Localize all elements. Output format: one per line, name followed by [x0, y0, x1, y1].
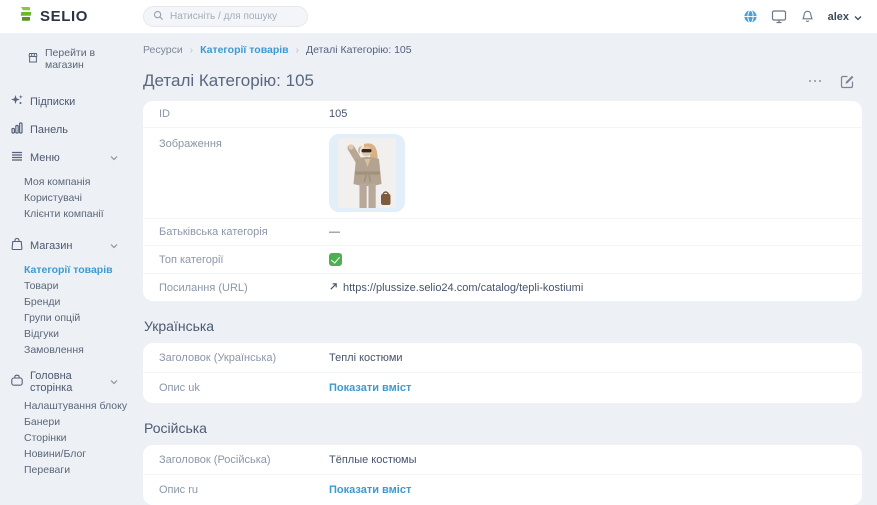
sidebar-subitem-my-company[interactable]: Моя компанія: [24, 176, 91, 188]
sidebar-subitem-products[interactable]: Товари: [24, 280, 59, 292]
sidebar-subitem-users[interactable]: Користувачі: [24, 192, 82, 204]
sidebar-subitem-advantages[interactable]: Переваги: [24, 464, 71, 476]
sidebar-subitem-product-categories[interactable]: Категорії товарів: [24, 264, 113, 276]
app-header: SELIO: [0, 0, 877, 34]
sidebar-item-subscriptions[interactable]: Підписки: [0, 88, 131, 115]
top-category-checkbox[interactable]: [329, 253, 342, 266]
logo-text: SELIO: [40, 8, 89, 25]
detail-row-id: ID 105: [143, 101, 862, 128]
sidebar-item-dashboard[interactable]: Панель: [0, 116, 131, 143]
sidebar-subitem-company-clients[interactable]: Клієнти компанії: [24, 208, 104, 220]
hamburger-icon: [9, 148, 25, 167]
main-content: Ресурси › Категорії товарів › Деталі Кат…: [143, 34, 862, 505]
sidebar-item-label: Панель: [30, 123, 69, 136]
sidebar-item-home-page[interactable]: Головна сторінка: [0, 368, 131, 395]
sidebar-item-label: Головна сторінка: [30, 369, 73, 394]
monitor-icon[interactable]: [771, 9, 787, 24]
ukrainian-section-card: Заголовок (Українська) Теплі костюми Опи…: [143, 343, 862, 403]
russian-section-card: Заголовок (Російська) Тёплые костюмы Опи…: [143, 445, 862, 505]
sidebar-subitem-option-groups[interactable]: Групи опцій: [24, 312, 81, 324]
storefront-icon: [27, 52, 39, 67]
user-menu[interactable]: alex: [828, 8, 862, 26]
detail-row-parent-category: Батьківська категорія —: [143, 219, 862, 246]
row-label: Заголовок (Російська): [159, 453, 271, 466]
sidebar-subitem-news-blog[interactable]: Новини/Блог: [24, 448, 87, 460]
breadcrumb-resources[interactable]: Ресурси: [143, 44, 183, 56]
search-icon: [153, 8, 164, 26]
row-label: ID: [159, 108, 170, 120]
more-options-icon[interactable]: [808, 76, 821, 87]
global-search[interactable]: [143, 6, 308, 27]
detail-row-url: Посилання (URL) https://plussize.selio24…: [143, 274, 862, 301]
detail-row-top-category: Топ категорії: [143, 246, 862, 274]
sidebar-subitem-brands[interactable]: Бренди: [24, 296, 61, 308]
sidebar-item-label: Магазин: [30, 239, 73, 252]
bell-icon[interactable]: [800, 9, 815, 24]
external-link-icon: [329, 282, 338, 294]
user-name: alex: [827, 10, 849, 23]
breadcrumb-separator: ›: [295, 44, 299, 56]
sidebar-subitem-pages[interactable]: Сторінки: [24, 432, 67, 444]
chevron-down-icon: [110, 152, 118, 164]
bar-chart-icon: [9, 120, 25, 139]
row-value: Теплі костюми: [329, 351, 403, 364]
sparkles-icon: [9, 92, 25, 111]
edit-icon[interactable]: [839, 73, 856, 90]
app-logo[interactable]: SELIO: [18, 6, 88, 27]
chevron-down-icon: [110, 376, 118, 388]
details-card: ID 105 Зображення: [143, 101, 862, 301]
sidebar-subitem-reviews[interactable]: Відгуки: [24, 328, 60, 340]
section-title-ukrainian: Українська: [144, 318, 215, 334]
breadcrumb-separator: ›: [189, 44, 194, 56]
section-title-russian: Російська: [144, 420, 207, 436]
chevron-down-icon: [854, 8, 862, 26]
row-label: Опис ru: [159, 484, 198, 496]
row-label: Батьківська категорія: [159, 226, 268, 238]
sidebar-item-label: Меню: [30, 151, 60, 164]
detail-row-description-uk: Опис uk Показати вміст: [143, 373, 862, 403]
breadcrumb: Ресурси › Категорії товарів › Деталі Кат…: [143, 44, 862, 56]
row-label: Посилання (URL): [159, 281, 248, 294]
chevron-down-icon: [110, 240, 118, 252]
sidebar-item-menu[interactable]: Меню: [0, 144, 131, 171]
show-content-link-uk[interactable]: Показати вміст: [329, 382, 412, 394]
shopping-bag-icon: [9, 236, 25, 255]
row-label: Опис uk: [159, 382, 200, 394]
sidebar-subitem-block-settings[interactable]: Налаштування блоку: [24, 400, 128, 412]
briefcase-icon: [9, 372, 25, 391]
show-content-link-ru[interactable]: Показати вміст: [329, 484, 412, 496]
row-label: Топ категорії: [159, 253, 224, 266]
selio-logo-icon: [18, 6, 34, 27]
row-value: 105: [329, 108, 348, 120]
globe-icon[interactable]: [743, 9, 758, 24]
sidebar-item-label: Перейти в магазин: [45, 47, 96, 71]
category-url-link[interactable]: https://plussize.selio24.com/catalog/tep…: [329, 282, 583, 294]
breadcrumb-product-categories[interactable]: Категорії товарів: [200, 44, 289, 56]
breadcrumb-current: Деталі Категорію: 105: [305, 44, 412, 56]
row-value: —: [329, 226, 340, 238]
sidebar-subitem-banners[interactable]: Банери: [24, 416, 61, 428]
search-input[interactable]: [170, 11, 298, 22]
detail-row-image: Зображення: [143, 128, 862, 219]
row-label: Заголовок (Українська): [159, 351, 277, 364]
url-text: https://plussize.selio24.com/catalog/tep…: [343, 281, 584, 294]
sidebar-subitem-orders[interactable]: Замовлення: [24, 344, 84, 356]
product-photo: [338, 138, 396, 208]
row-value: Тёплые костюмы: [329, 453, 417, 466]
sidebar: Перейти в магазин Підписки Панель: [0, 34, 131, 480]
sidebar-item-go-to-store[interactable]: Перейти в магазин: [0, 47, 131, 71]
sidebar-item-label: Підписки: [30, 95, 76, 108]
category-image-thumbnail[interactable]: [329, 134, 405, 212]
row-label: Зображення: [159, 138, 222, 150]
page-title: Деталі Категорію: 105: [143, 71, 314, 90]
sidebar-item-shop[interactable]: Магазин: [0, 232, 131, 259]
detail-row-title-ru: Заголовок (Російська) Тёплые костюмы: [143, 445, 862, 475]
detail-row-title-uk: Заголовок (Українська) Теплі костюми: [143, 343, 862, 373]
